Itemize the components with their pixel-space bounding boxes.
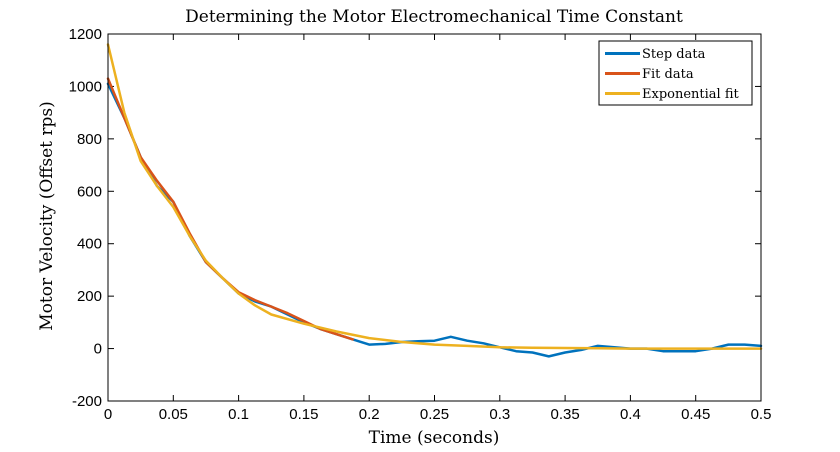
x-tick-label: 0.2 bbox=[359, 406, 380, 423]
y-axis-label: Motor Velocity (Offset rps) bbox=[37, 101, 57, 331]
legend-label-exponential-fit: Exponential fit bbox=[642, 87, 740, 102]
y-tick-label: 1000 bbox=[69, 78, 102, 95]
x-tick-label: 0.25 bbox=[420, 406, 449, 423]
x-tick-label: 0.45 bbox=[681, 406, 710, 423]
x-tick-label: 0.5 bbox=[751, 406, 772, 423]
y-tick-label: 1200 bbox=[69, 26, 102, 43]
ticks-layer: 0 0.05 0.1 0.15 0.2 0.25 0.3 0.35 0.4 0.45 0.5 -200… bbox=[69, 26, 772, 423]
plot-frame bbox=[107, 33, 762, 402]
legend-label-fit-data: Fit data bbox=[642, 67, 694, 82]
x-tick-label: 0 bbox=[104, 406, 112, 423]
x-axis-label: Time (seconds) bbox=[369, 428, 500, 448]
y-tick-label: 400 bbox=[77, 236, 102, 253]
x-tick-label: 0.05 bbox=[159, 406, 188, 423]
series-line-step-data bbox=[106, 82, 763, 358]
y-tick-label: -200 bbox=[72, 393, 102, 410]
series-line-exponential-fit bbox=[106, 43, 763, 350]
series-line-fit-data bbox=[106, 77, 355, 341]
x-tick-label: 0.3 bbox=[489, 406, 510, 423]
series-layer bbox=[106, 43, 763, 358]
x-tick-label: 0.35 bbox=[550, 406, 579, 423]
x-tick-label: 0.4 bbox=[620, 406, 641, 423]
legend-label-step-data: Step data bbox=[642, 47, 706, 62]
x-tick-label: 0.15 bbox=[289, 406, 318, 423]
legend: Step data Fit data Exponential fit bbox=[598, 40, 753, 106]
y-tick-label: 0 bbox=[94, 341, 102, 358]
x-tick-label: 0.1 bbox=[228, 406, 249, 423]
y-tick-label: 600 bbox=[77, 183, 102, 200]
chart-title: Determining the Motor Electromechanical … bbox=[185, 7, 683, 27]
y-tick-label: 800 bbox=[77, 131, 102, 148]
y-tick-label: 200 bbox=[77, 288, 102, 305]
